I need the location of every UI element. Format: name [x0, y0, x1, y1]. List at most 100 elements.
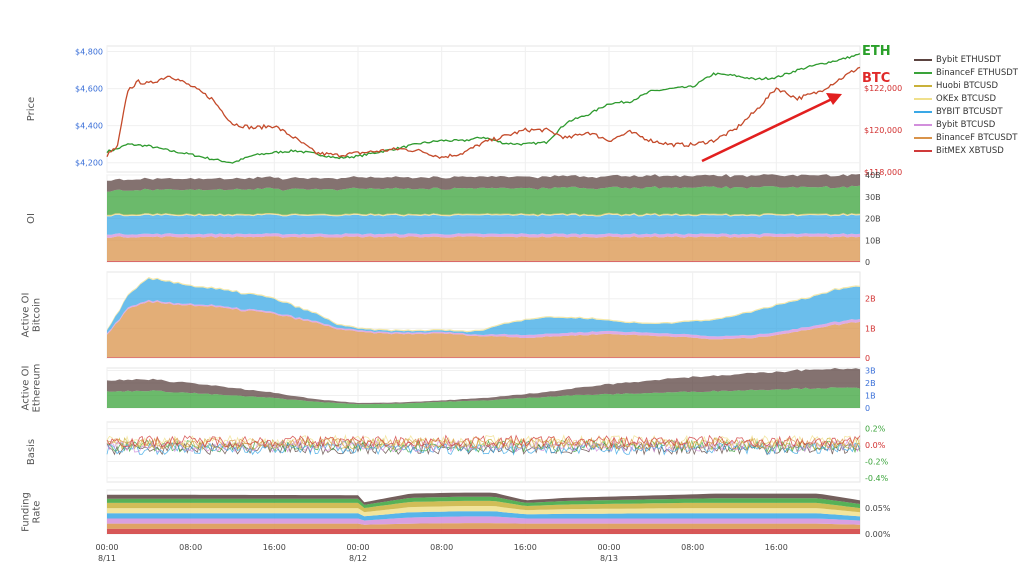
panel-ylabel: Ethereum: [32, 364, 43, 413]
panel-ylabel: Basis: [26, 439, 37, 465]
legend-item: BYBIT BTCUSDT: [914, 106, 1018, 119]
area-oi-okex-btcusd: [107, 213, 860, 217]
right-axis-tick: -0.4%: [865, 474, 889, 483]
area-oi-bybit-btcusdt: [107, 214, 860, 235]
legend-label: Bybit ETHUSDT: [936, 55, 1001, 66]
area-funding-rate-bitmex-xbtusd: [107, 528, 860, 534]
panel-ylabel: Price: [26, 97, 37, 121]
legend-swatch: [914, 98, 932, 101]
right-axis-tick: 0: [865, 258, 870, 267]
panel-ylabel: Rate: [32, 501, 43, 524]
area-funding-rate-bybit-ethusdt: [107, 492, 860, 505]
legend-label: BinanceF BTCUSDT: [936, 132, 1018, 143]
right-axis-tick: 30B: [865, 193, 881, 202]
area-oi-bitmex-xbtusd: [107, 260, 860, 262]
basis-line-bitmex-xbtusd: [106, 434, 861, 449]
legend-swatch: [914, 123, 932, 126]
area-oi-binancef-ethusdt: [107, 185, 860, 215]
right-axis-tick: 0.0%: [865, 441, 886, 450]
area-oi-huobi-btcusd: [107, 212, 860, 216]
area-funding-rate-binancef-ethusdt: [107, 496, 860, 509]
right-axis-tick: 0.00%: [865, 530, 891, 539]
area-funding-rate-huobi-btcusd: [107, 500, 860, 513]
left-axis-tick: $4,800: [75, 48, 103, 57]
legend-item: Bybit BTCUSD: [914, 118, 1018, 131]
legend-label: OKEx BTCUSD: [936, 94, 996, 105]
legend-swatch: [914, 72, 932, 75]
area-funding-rate-bybit-btcusd: [107, 516, 860, 525]
x-axis-date: 8/11: [98, 554, 116, 563]
x-axis-tick: 00:00: [346, 543, 369, 552]
right-axis-tick: 1B: [865, 392, 876, 401]
panel-ylabel: Bitcoin: [32, 298, 43, 332]
right-axis-tick: 0: [865, 404, 870, 413]
left-axis-tick: $4,600: [75, 85, 103, 94]
right-axis-tick: 3B: [865, 367, 876, 376]
x-axis-tick: 08:00: [681, 543, 704, 552]
legend-swatch: [914, 111, 932, 113]
legend: Bybit ETHUSDT BinanceF ETHUSDT Huobi BTCUS…: [914, 54, 1018, 157]
area-active-oi-bitcoin-bybit-btcusdt: [107, 278, 860, 337]
legend-swatch: [914, 136, 932, 139]
right-axis-tick: 20B: [865, 215, 881, 224]
x-axis-date: 8/12: [349, 554, 367, 563]
area-oi-binancef-btcusdt: [107, 236, 860, 261]
basis-line-binancef-btcusdt: [106, 436, 861, 451]
right-axis-tick: $120,000: [864, 126, 902, 135]
legend-label: BitMEX XBTUSD: [936, 145, 1004, 156]
x-axis-tick: 00:00: [95, 543, 118, 552]
trend-arrow-head: [826, 93, 842, 105]
x-axis-tick: 16:00: [514, 543, 537, 552]
right-axis-tick: 2B: [865, 379, 876, 388]
right-axis-tick: 10B: [865, 236, 881, 245]
area-funding-rate-bybit-btcusdt: [107, 511, 860, 521]
legend-item: Bybit ETHUSDT: [914, 54, 1018, 67]
legend-item: OKEx BTCUSD: [914, 93, 1018, 106]
right-axis-tick: $118,000: [864, 168, 902, 177]
right-axis-tick: 2B: [865, 295, 876, 304]
legend-swatch: [914, 85, 932, 88]
area-active-oi-ethereum-binancef-ethusdt: [107, 387, 860, 408]
right-axis-tick: 1B: [865, 324, 876, 333]
area-funding-rate-binancef-btcusdt: [107, 523, 860, 529]
panel-ylabel: Active OI: [21, 293, 32, 338]
panel-ylabel: Active OI: [21, 366, 32, 411]
area-active-oi-bitcoin-bitmex-xbtusd: [107, 357, 860, 358]
legend-label: Huobi BTCUSD: [936, 81, 999, 92]
legend-label: BYBIT BTCUSDT: [936, 107, 1003, 117]
x-axis-tick: 16:00: [263, 543, 286, 552]
panel-ylabel: Funding: [21, 492, 32, 532]
legend-swatch: [914, 59, 932, 62]
legend-label: BinanceF ETHUSDT: [936, 68, 1018, 79]
right-axis-tick: $122,000: [864, 84, 902, 93]
panel-ylabel: OI: [26, 213, 37, 224]
panel-frame-0: [106, 45, 861, 173]
area-active-oi-ethereum-bybit-ethusdt: [107, 368, 860, 405]
legend-item: Huobi BTCUSD: [914, 80, 1018, 93]
left-axis-tick: $4,200: [75, 159, 103, 168]
legend-swatch: [914, 149, 932, 152]
right-axis-tick: 0.2%: [865, 425, 886, 434]
area-oi-bybit-btcusd: [107, 233, 860, 238]
x-axis-tick: 08:00: [179, 543, 202, 552]
right-axis-tick: 0.05%: [865, 504, 891, 513]
price-line-eth: [106, 53, 861, 164]
trend-arrow-shaft: [701, 97, 833, 163]
legend-item: BinanceF BTCUSDT: [914, 131, 1018, 144]
area-funding-rate-okex-btcusd: [107, 506, 860, 517]
legend-item: BinanceF ETHUSDT: [914, 67, 1018, 80]
right-axis-tick: 0: [865, 354, 870, 363]
legend-item: BitMEX XBTUSD: [914, 144, 1018, 157]
left-axis-tick: $4,400: [75, 122, 103, 131]
x-axis-tick: 08:00: [430, 543, 453, 552]
x-axis-date: 8/13: [600, 554, 618, 563]
x-axis-tick: 00:00: [597, 543, 620, 552]
area-oi-bybit-ethusdt: [107, 174, 860, 192]
basis-line-okex-btcusd: [106, 434, 861, 449]
btc-annotation: BTC: [862, 71, 890, 86]
legend-label: Bybit BTCUSD: [936, 119, 996, 130]
right-axis-tick: -0.2%: [865, 457, 889, 466]
price-line-btc: [106, 66, 861, 160]
right-axis-tick: 40B: [865, 171, 881, 180]
